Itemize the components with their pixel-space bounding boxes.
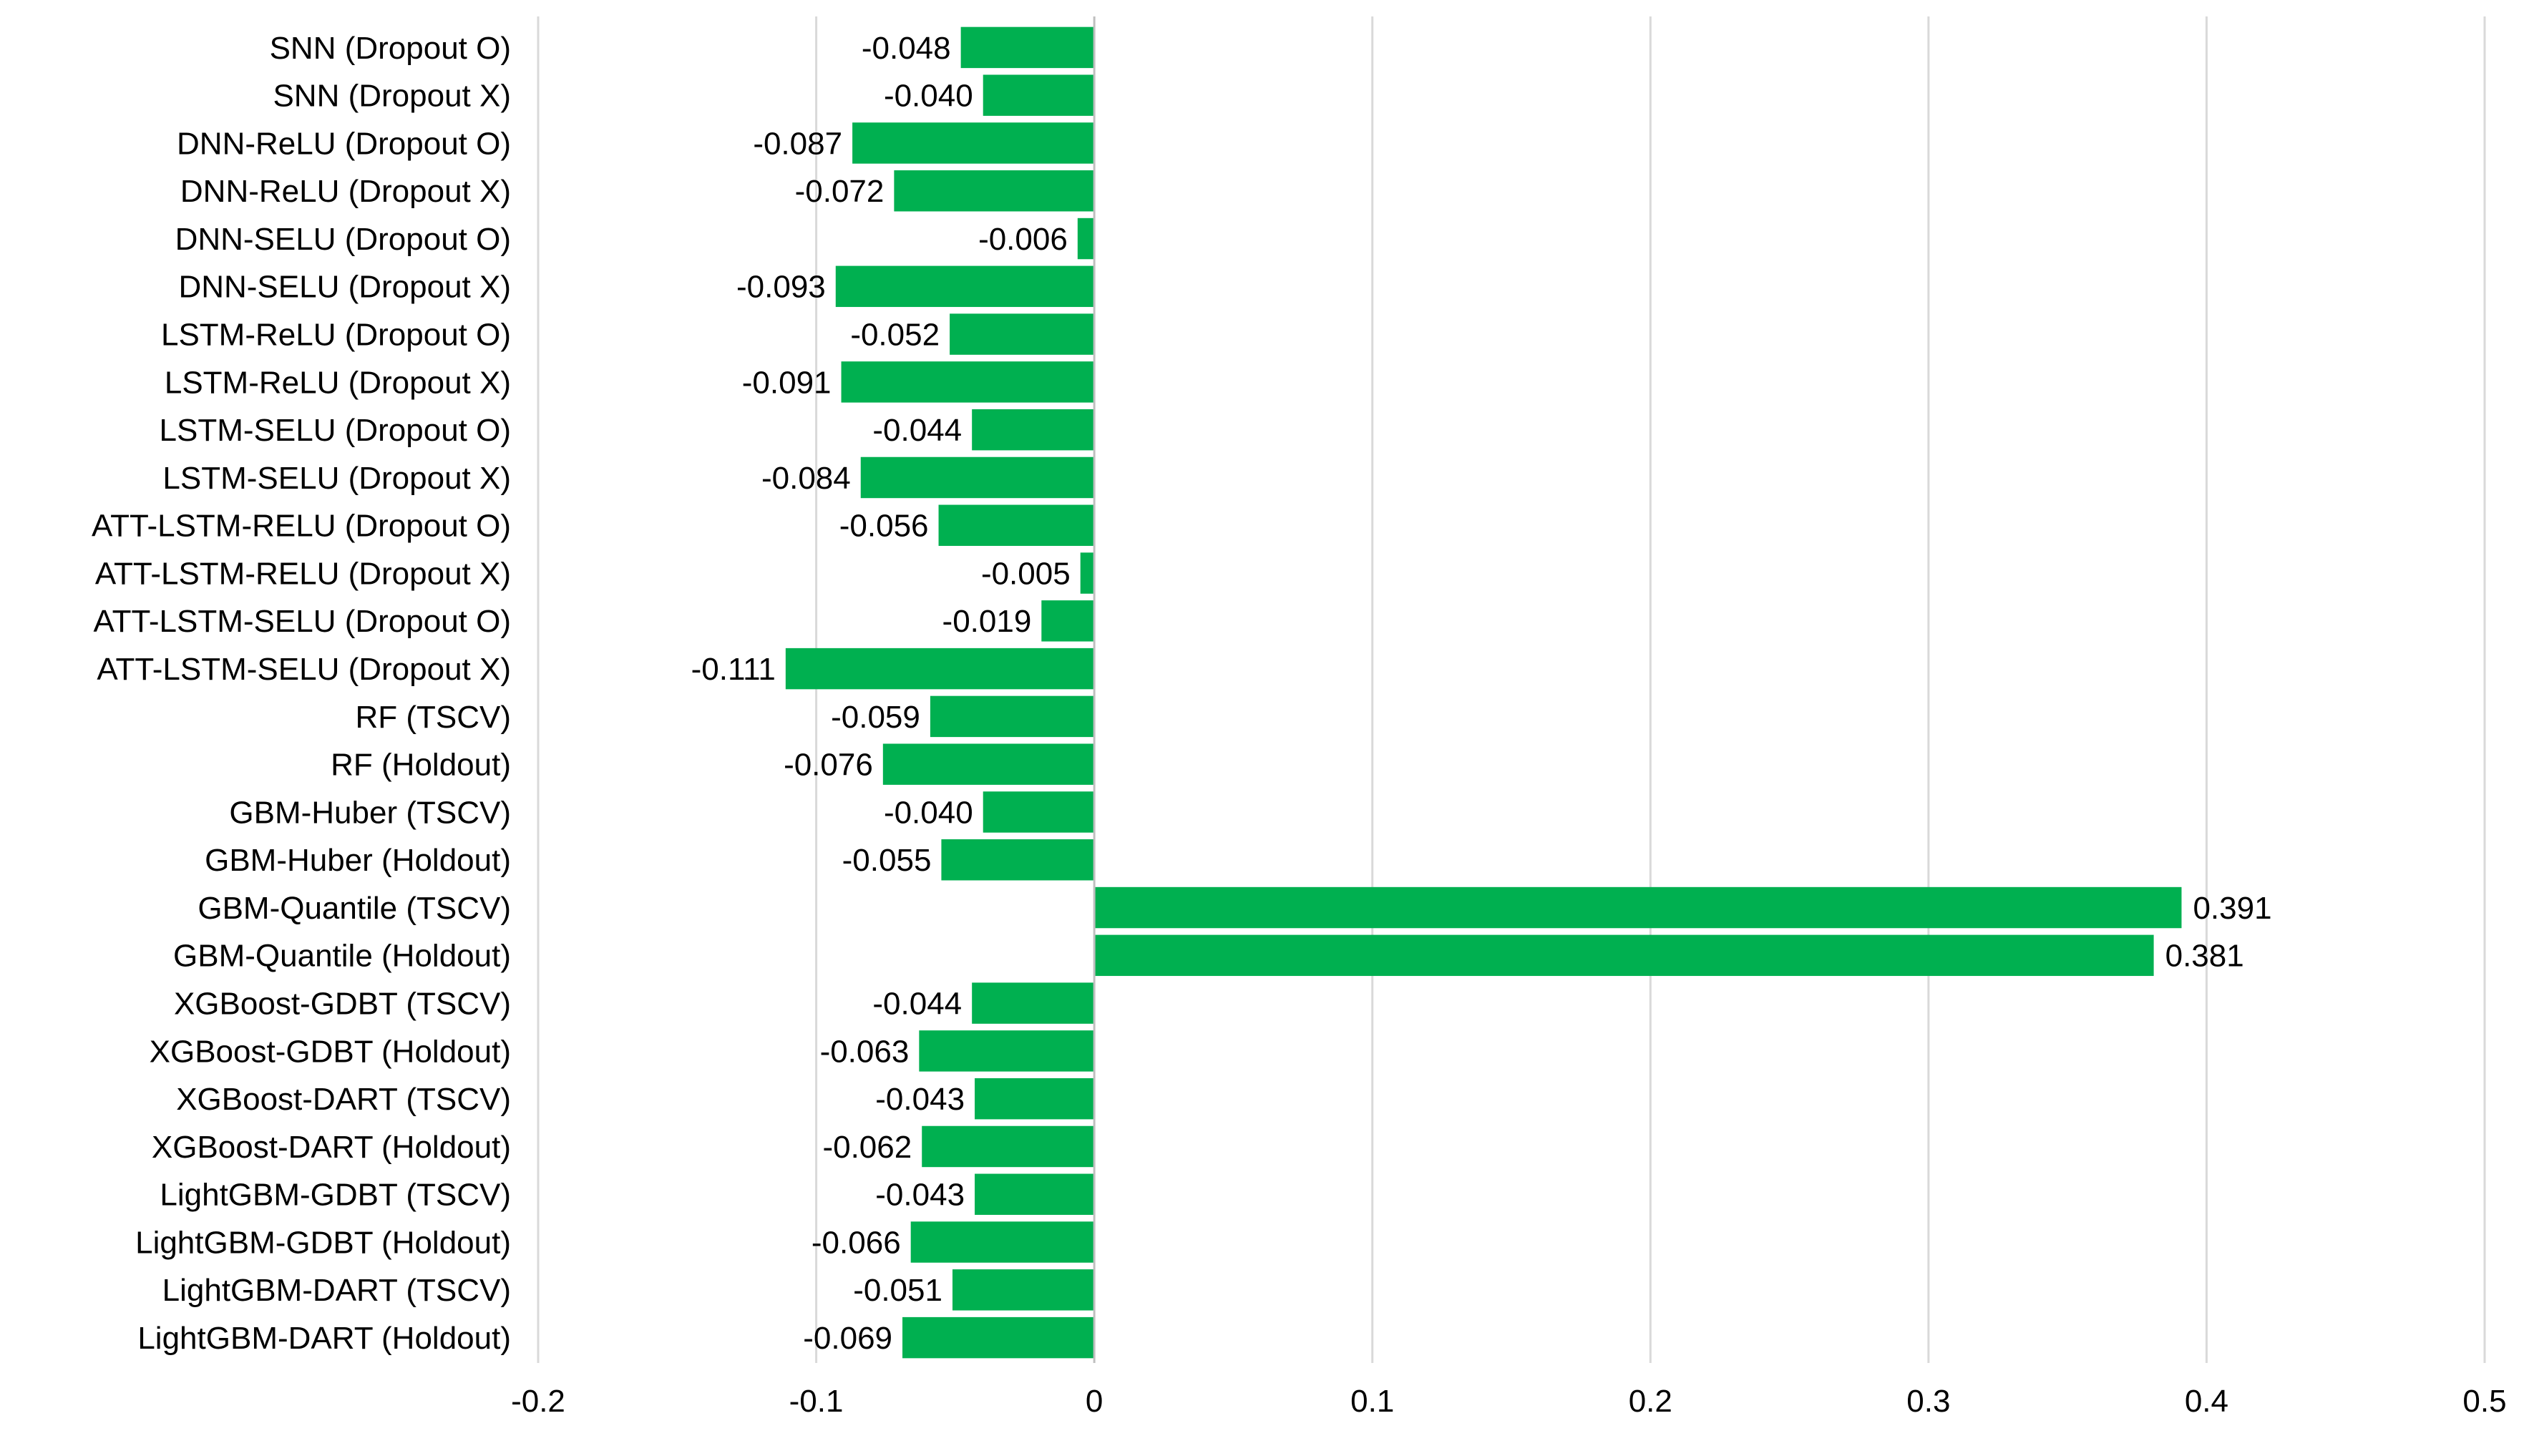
category-label: ATT-LSTM-SELU (Dropout O) xyxy=(93,604,511,639)
category-label: XGBoost-GDBT (Holdout) xyxy=(150,1034,511,1069)
bar xyxy=(910,1221,1095,1263)
bar xyxy=(950,313,1095,355)
category-label: XGBoost-DART (Holdout) xyxy=(152,1130,511,1165)
category-label: ATT-LSTM-RELU (Dropout O) xyxy=(92,509,511,544)
bar xyxy=(952,1269,1095,1311)
bar xyxy=(941,839,1095,881)
value-label: -0.055 xyxy=(842,843,932,878)
value-label: -0.043 xyxy=(875,1178,965,1213)
category-labels: SNN (Dropout O) SNN (Dropout X) DNN-ReLU (… xyxy=(92,31,511,1356)
bar xyxy=(930,695,1095,738)
category-label: SNN (Dropout X) xyxy=(273,79,511,114)
value-label: -0.059 xyxy=(831,700,920,735)
bar xyxy=(894,170,1095,212)
bar xyxy=(938,504,1095,546)
value-label: -0.044 xyxy=(872,987,962,1022)
category-label: LSTM-SELU (Dropout X) xyxy=(162,461,511,496)
category-label: LightGBM-GDBT (Holdout) xyxy=(135,1225,511,1260)
value-label: -0.084 xyxy=(761,461,851,496)
bar xyxy=(841,361,1095,403)
value-label: -0.048 xyxy=(862,31,951,66)
bar xyxy=(835,265,1095,308)
x-tick-label: 0.3 xyxy=(1906,1384,1950,1419)
bar xyxy=(852,122,1095,164)
gridlines xyxy=(537,16,2486,1363)
category-label: GBM-Huber (TSCV) xyxy=(229,795,511,830)
category-label: RF (Holdout) xyxy=(331,748,511,783)
category-label: ATT-LSTM-RELU (Dropout X) xyxy=(95,556,511,591)
category-label: GBM-Quantile (Holdout) xyxy=(173,939,511,974)
value-label: -0.040 xyxy=(884,79,973,114)
bar xyxy=(972,982,1095,1024)
bar xyxy=(785,648,1095,690)
value-label: -0.072 xyxy=(795,174,885,209)
value-label: -0.087 xyxy=(753,126,842,161)
x-tick-label: 0.2 xyxy=(1629,1384,1672,1419)
value-label: -0.056 xyxy=(839,509,929,544)
x-tick-label: 0.5 xyxy=(2462,1384,2506,1419)
value-label: -0.063 xyxy=(820,1034,910,1069)
value-labels: -0.048 -0.040 -0.087 -0.072 -0.006 -0.093 -0.0… xyxy=(691,31,2272,1356)
value-label: -0.043 xyxy=(875,1082,965,1117)
value-label: 0.381 xyxy=(2165,939,2244,974)
bar xyxy=(960,26,1095,69)
value-label: -0.019 xyxy=(942,604,1032,639)
category-label: XGBoost-DART (TSCV) xyxy=(176,1082,511,1117)
category-label: XGBoost-GDBT (TSCV) xyxy=(174,987,511,1022)
category-label: ATT-LSTM-SELU (Dropout X) xyxy=(97,652,511,687)
value-label: -0.093 xyxy=(736,270,826,305)
category-label: GBM-Quantile (TSCV) xyxy=(198,891,511,926)
bar xyxy=(972,409,1095,451)
category-label: LSTM-SELU (Dropout O) xyxy=(160,413,511,448)
value-label: -0.091 xyxy=(742,365,832,400)
category-label: GBM-Huber (Holdout) xyxy=(205,843,511,878)
bar xyxy=(919,1030,1095,1072)
bar xyxy=(975,1173,1095,1215)
category-label: LightGBM-GDBT (TSCV) xyxy=(160,1178,511,1213)
bars xyxy=(785,26,2182,1359)
bar xyxy=(860,456,1095,499)
bar xyxy=(983,74,1095,116)
category-label: DNN-SELU (Dropout X) xyxy=(178,270,511,305)
value-label: -0.111 xyxy=(691,652,776,687)
value-label: -0.044 xyxy=(872,413,962,448)
category-label: RF (TSCV) xyxy=(355,700,511,735)
bar xyxy=(1094,934,2154,977)
x-tick-label: 0.4 xyxy=(2185,1384,2228,1419)
value-label: -0.069 xyxy=(803,1321,892,1356)
category-label: DNN-ReLU (Dropout O) xyxy=(177,126,511,161)
category-label: DNN-SELU (Dropout O) xyxy=(175,222,511,257)
bar xyxy=(902,1316,1095,1359)
category-label: LSTM-ReLU (Dropout X) xyxy=(165,365,511,400)
value-label: 0.391 xyxy=(2193,891,2271,926)
value-label: -0.051 xyxy=(853,1273,942,1308)
value-label: -0.062 xyxy=(822,1130,912,1165)
bar xyxy=(975,1078,1095,1120)
bar xyxy=(1080,552,1095,594)
value-label: -0.076 xyxy=(784,748,873,783)
x-tick-label: 0 xyxy=(1086,1384,1103,1419)
bar xyxy=(882,743,1095,785)
category-label: LightGBM-DART (TSCV) xyxy=(162,1273,511,1308)
value-label: -0.052 xyxy=(850,318,940,353)
x-tick-label: -0.1 xyxy=(789,1384,844,1419)
category-label: SNN (Dropout O) xyxy=(270,31,511,66)
category-label: LightGBM-DART (Holdout) xyxy=(137,1321,511,1356)
value-label: -0.040 xyxy=(884,795,973,830)
category-label: DNN-ReLU (Dropout X) xyxy=(180,174,511,209)
x-tick-label: 0.1 xyxy=(1350,1384,1394,1419)
category-label: LSTM-ReLU (Dropout O) xyxy=(161,318,511,353)
bar xyxy=(1041,600,1095,642)
x-tick-label: -0.2 xyxy=(511,1384,565,1419)
x-tick-labels: -0.2 -0.1 0 0.1 0.2 0.3 0.4 0.5 xyxy=(511,1384,2507,1419)
bar xyxy=(922,1125,1095,1168)
bar xyxy=(1077,218,1095,260)
bar xyxy=(1094,886,2182,929)
bar xyxy=(983,791,1095,833)
value-label: -0.006 xyxy=(978,222,1068,257)
value-label: -0.066 xyxy=(812,1225,901,1260)
value-label: -0.005 xyxy=(981,556,1071,591)
